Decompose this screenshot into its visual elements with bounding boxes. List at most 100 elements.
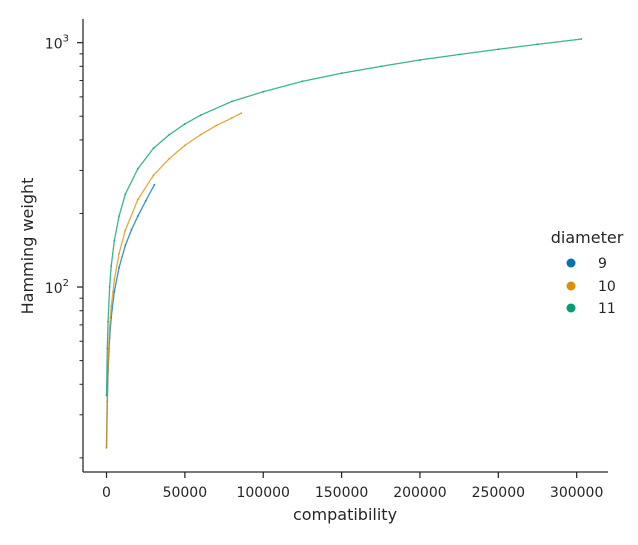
data-point (116, 273, 119, 276)
data-point (108, 329, 111, 332)
data-point (404, 61, 406, 64)
data-point (276, 87, 278, 89)
data-point (511, 46, 514, 49)
data-point (105, 435, 108, 437)
data-point (112, 302, 114, 305)
data-point (109, 278, 111, 280)
data-point (284, 85, 286, 87)
data-point (464, 52, 466, 55)
data-point (111, 299, 113, 301)
data-point (106, 342, 109, 344)
data-point (431, 57, 433, 60)
data-point (113, 289, 116, 291)
data-point (108, 341, 110, 344)
data-point (547, 42, 549, 44)
data-point (288, 83, 291, 86)
data-point (115, 280, 118, 282)
data-point (117, 220, 119, 222)
data-point (407, 61, 410, 63)
data-point (115, 267, 118, 270)
data-point (107, 357, 110, 359)
data-point (111, 295, 114, 298)
data-point (110, 262, 113, 265)
data-point (108, 289, 111, 292)
data-point (153, 185, 155, 187)
data-point (110, 267, 112, 270)
data-point (499, 48, 502, 50)
data-point (272, 88, 275, 90)
data-point (112, 251, 114, 253)
data-point (454, 54, 457, 56)
data-point (437, 56, 439, 59)
data-point (113, 295, 115, 297)
data-point (339, 72, 342, 75)
data-point (369, 67, 372, 69)
data-point (450, 54, 452, 57)
data-point (415, 59, 418, 62)
data-point (105, 431, 108, 434)
data-point (112, 291, 114, 294)
data-point (305, 79, 307, 82)
data-point (105, 439, 108, 442)
data-point (391, 63, 394, 66)
data-point (333, 73, 336, 76)
data-point (265, 90, 268, 92)
data-point (400, 62, 403, 64)
data-point (106, 401, 108, 404)
data-point (117, 257, 119, 259)
series-11 (105, 38, 583, 397)
data-point (490, 49, 492, 51)
data-point (110, 307, 112, 309)
data-point (555, 41, 558, 43)
data-point (302, 80, 305, 82)
data-point (335, 73, 337, 76)
data-point (389, 64, 391, 66)
data-point (230, 101, 232, 103)
data-point (112, 287, 115, 289)
data-point (130, 229, 132, 232)
data-point (573, 39, 575, 41)
data-point (109, 272, 112, 274)
data-point (329, 74, 331, 77)
data-point (537, 43, 540, 45)
data-point (108, 330, 111, 333)
data-point (112, 290, 114, 293)
data-point (106, 361, 108, 364)
data-point (108, 301, 110, 303)
data-point (107, 330, 109, 332)
data-point (282, 85, 284, 88)
data-point (531, 44, 534, 46)
data-point (111, 259, 113, 261)
legend-label-11: 11 (598, 301, 616, 317)
data-point (422, 58, 425, 61)
data-point (371, 67, 374, 69)
data-point (401, 62, 404, 64)
data-point (313, 78, 315, 80)
data-point (556, 41, 559, 43)
data-point (105, 382, 108, 385)
data-point (111, 304, 114, 307)
data-point (107, 316, 110, 318)
x-ticks: 0 50000 100000 150000 200000 250000 300000 (102, 472, 603, 501)
data-point (109, 315, 112, 317)
data-point (107, 354, 110, 357)
data-point (486, 49, 489, 52)
data-point (110, 271, 112, 273)
data-point (124, 245, 126, 248)
legend-title: diameter (551, 228, 624, 247)
data-point (152, 175, 154, 177)
data-point (362, 68, 365, 71)
data-point (375, 66, 377, 68)
data-point (105, 391, 108, 393)
data-point (117, 217, 120, 220)
data-point (108, 340, 110, 342)
data-point (115, 269, 117, 272)
data-point (111, 301, 113, 303)
data-point (473, 51, 476, 54)
data-point (541, 42, 543, 45)
data-point (116, 263, 118, 265)
data-point (543, 42, 546, 45)
data-point (566, 39, 568, 42)
data-point (111, 307, 114, 309)
data-point (113, 282, 115, 285)
